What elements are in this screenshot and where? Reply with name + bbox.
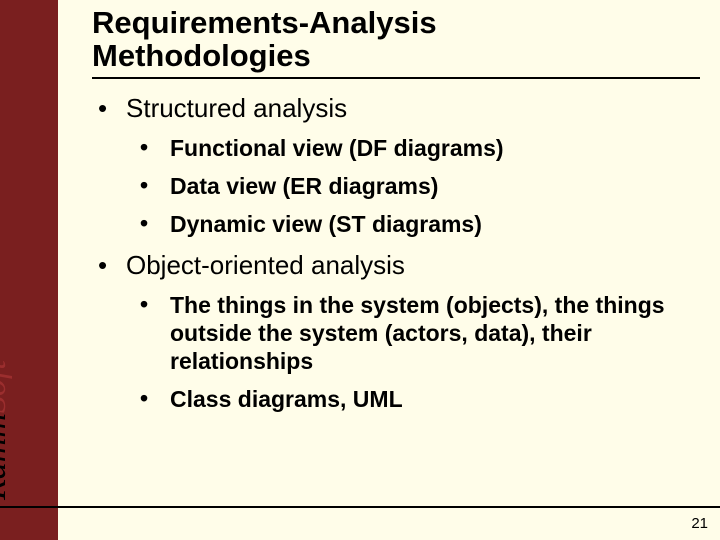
bullet-marker: • xyxy=(136,385,170,413)
bullet-lvl1: • Structured analysis xyxy=(92,93,700,124)
bullet-lvl2: • Functional view (DF diagrams) xyxy=(136,134,700,162)
bullet-lvl2: • The things in the system (objects), th… xyxy=(136,291,700,375)
logo-part2: Soft xyxy=(0,360,13,413)
logo-part1: Ramm xyxy=(0,413,13,500)
bullet-text: Structured analysis xyxy=(126,93,347,124)
bullet-lvl1: • Object-oriented analysis xyxy=(92,250,700,281)
brand-logo: RammSoft xyxy=(0,360,14,500)
bullet-marker: • xyxy=(136,291,170,375)
bullet-text: Dynamic view (ST diagrams) xyxy=(170,210,700,238)
bullet-marker: • xyxy=(136,134,170,162)
title-line-2: Methodologies xyxy=(92,38,311,73)
bullet-text: Object-oriented analysis xyxy=(126,250,405,281)
bullet-marker: • xyxy=(92,250,126,281)
bullet-text: Class diagrams, UML xyxy=(170,385,700,413)
title-line-1: Requirements-Analysis xyxy=(92,5,437,40)
bullet-text: Functional view (DF diagrams) xyxy=(170,134,700,162)
bullet-lvl2: • Dynamic view (ST diagrams) xyxy=(136,210,700,238)
page-number: 21 xyxy=(691,515,708,532)
bullet-lvl2: • Class diagrams, UML xyxy=(136,385,700,413)
bullet-marker: • xyxy=(136,210,170,238)
bullet-text: The things in the system (objects), the … xyxy=(170,291,700,375)
slide-title: Requirements-Analysis Methodologies xyxy=(92,0,700,79)
bullet-marker: • xyxy=(136,172,170,200)
footer-rule xyxy=(0,506,720,508)
bullet-lvl2: • Data view (ER diagrams) xyxy=(136,172,700,200)
bullet-list: • Structured analysis • Functional view … xyxy=(92,93,700,413)
bullet-marker: • xyxy=(92,93,126,124)
bullet-text: Data view (ER diagrams) xyxy=(170,172,700,200)
slide-content: Requirements-Analysis Methodologies • St… xyxy=(58,0,720,540)
